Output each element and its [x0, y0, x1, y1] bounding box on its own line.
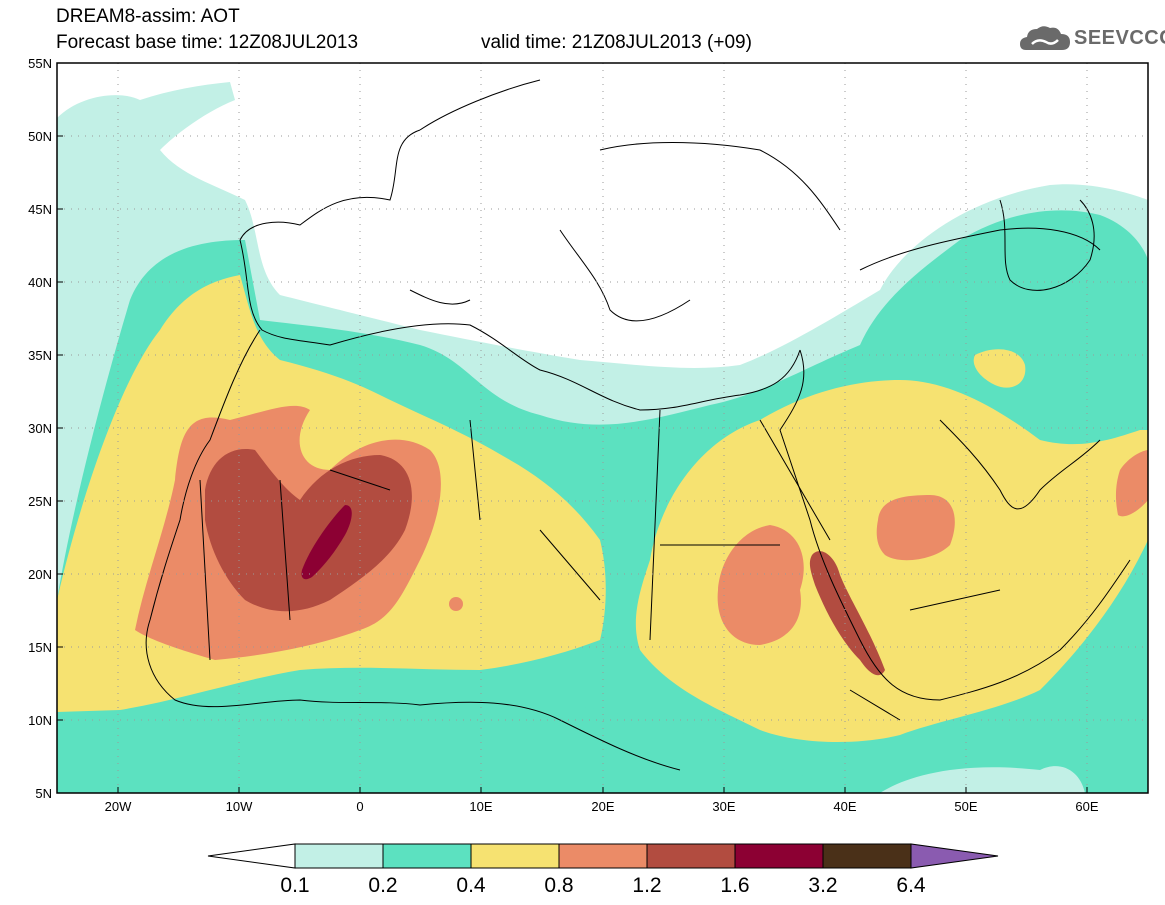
colorbar-high-triangle [910, 843, 999, 869]
lon-label: 0 [356, 799, 363, 814]
aot-contour-1.2 [205, 449, 885, 676]
colorbar-label: 3.2 [808, 874, 837, 897]
forecast-base-time: Forecast base time: 12Z08JUL2013 [56, 32, 359, 53]
colorbar-label: 0.4 [456, 874, 486, 897]
colorbar-low-triangle [207, 843, 296, 869]
latitude-labels: 55N 50N 45N 40N 35N 30N 25N 20N 15N 10N … [28, 56, 52, 801]
lat-label: 25N [28, 494, 52, 509]
lon-label: 50E [954, 799, 977, 814]
colorbar-label: 0.1 [280, 874, 309, 897]
colorbar-segment [470, 843, 560, 869]
colorbar-segment [734, 843, 824, 869]
logo-text: SEEVCCC [1074, 27, 1165, 49]
lat-label: 30N [28, 421, 52, 436]
colorbar-label: 0.8 [544, 874, 573, 897]
lon-label: 20W [105, 799, 132, 814]
lon-label: 40E [833, 799, 856, 814]
lon-label: 10W [226, 799, 253, 814]
tick-marks [57, 62, 1088, 794]
colorbar-label: 0.2 [368, 874, 397, 897]
coastlines [145, 79, 1131, 771]
colorbar-segment [822, 843, 912, 869]
lat-label: 45N [28, 202, 52, 217]
lat-label: 50N [28, 129, 52, 144]
lat-label: 10N [28, 713, 52, 728]
aot-shading [57, 63, 1148, 793]
lat-label: 20N [28, 567, 52, 582]
lat-label: 35N [28, 348, 52, 363]
colorbar-label: 1.6 [720, 874, 749, 897]
colorbar-label: 1.2 [632, 874, 661, 897]
colorbar: 0.1 0.2 0.4 0.8 1.2 1.6 3.2 6.4 [207, 843, 999, 897]
lat-label: 40N [28, 275, 52, 290]
aot-contour-1.6 [301, 505, 352, 580]
colorbar-label: 6.4 [896, 874, 926, 897]
lat-label: 5N [35, 786, 52, 801]
lon-label: 10E [469, 799, 492, 814]
map-title: DREAM8-assim: AOT [56, 6, 240, 27]
seevccc-logo: SEEVCCC [1018, 20, 1165, 60]
colorbar-segment [558, 843, 648, 869]
lon-label: 20E [591, 799, 614, 814]
longitude-labels: 20W 10W 0 10E 20E 30E 40E 50E 60E [105, 799, 1099, 814]
lon-label: 30E [712, 799, 735, 814]
valid-time: valid time: 21Z08JUL2013 (+09) [481, 32, 752, 53]
colorbar-segment [294, 843, 384, 869]
colorbar-segment [646, 843, 736, 869]
lat-label: 55N [28, 56, 52, 71]
cloud-icon [1020, 26, 1070, 50]
lon-label: 60E [1075, 799, 1098, 814]
gridlines [57, 63, 1148, 793]
lat-label: 15N [28, 640, 52, 655]
colorbar-segment [382, 843, 472, 869]
